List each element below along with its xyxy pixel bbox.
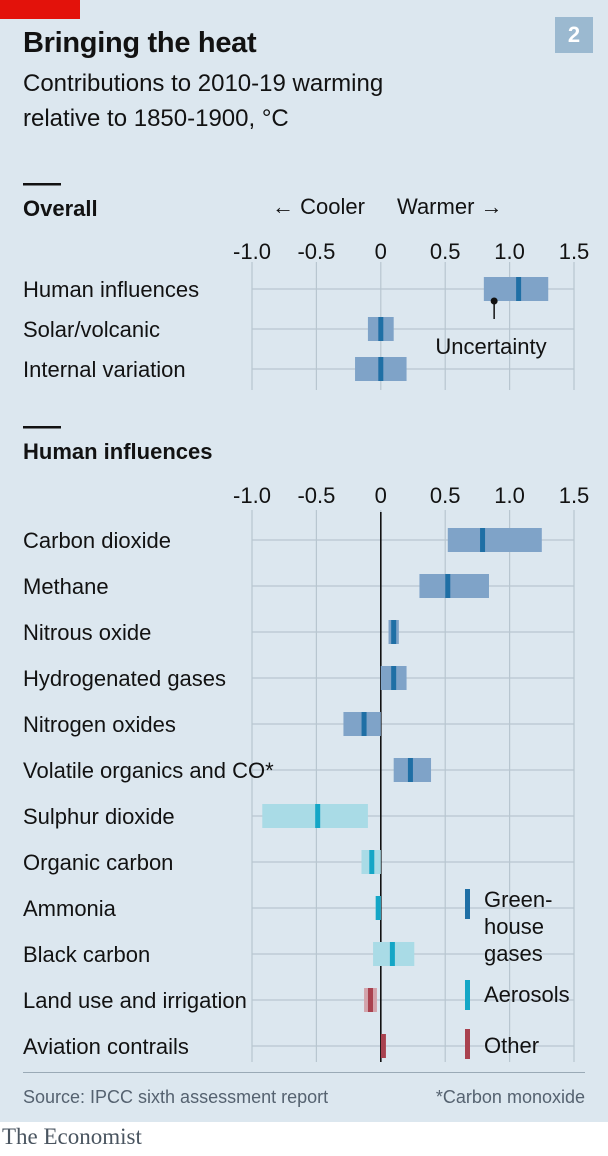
legend-other-label: Other (484, 1033, 539, 1058)
footer-strip (0, 1122, 608, 1156)
central-estimate-black-carbon (389, 942, 395, 966)
category-label-carbon-dioxide: Carbon dioxide (23, 528, 171, 553)
human-section-rule (23, 426, 61, 429)
human-tick-label-4: 1.0 (494, 483, 525, 508)
category-label-nitrous-oxide: Nitrous oxide (23, 620, 151, 645)
range-bar-carbon-dioxide (447, 528, 542, 552)
source-text: Source: IPCC sixth assessment report (23, 1087, 328, 1107)
central-estimate-internal-variation (378, 357, 384, 381)
footnote-text: *Carbon monoxide (436, 1087, 585, 1107)
human-tick-label-5: 1.5 (559, 483, 590, 508)
central-estimate-ammonia (375, 896, 381, 920)
human-section-label: Human influences (23, 439, 212, 464)
legend-ghg-line3: gases (484, 941, 543, 966)
range-bar-human-influences (483, 277, 549, 301)
central-estimate-volatile-organics-and-co (407, 758, 413, 782)
chart-subtitle-line2: relative to 1850-1900, °C (23, 105, 289, 132)
human-tick-label-1: -0.5 (297, 483, 335, 508)
central-estimate-human-influences (516, 277, 522, 301)
overall-section-rule (23, 183, 61, 186)
central-estimate-aviation-contrails (380, 1034, 386, 1058)
central-estimate-land-use-and-irrigation (367, 988, 373, 1012)
chart-title: Bringing the heat (23, 27, 257, 59)
legend-ghg-line2: house (484, 914, 544, 939)
category-label-land-use-and-irrigation: Land use and irrigation (23, 988, 247, 1013)
central-estimate-methane (445, 574, 451, 598)
warmer-label: Warmer → (397, 194, 503, 219)
overall-tick-label-2: 0 (375, 239, 387, 264)
chart-svg: Overall ← Cooler Warmer → -1.0 -0.5 0 0.5 1.… (23, 183, 589, 1107)
source-rule (23, 1072, 585, 1073)
brand-red-bar (0, 0, 80, 19)
overall-tick-label-1: -0.5 (297, 239, 335, 264)
legend-aerosols-label: Aerosols (484, 982, 570, 1007)
central-estimate-hydrogenated-gases (391, 666, 397, 690)
category-label-hydrogenated-gases: Hydrogenated gases (23, 666, 226, 691)
category-label-nitrogen-oxides: Nitrogen oxides (23, 712, 176, 737)
brand-wordmark: The Economist (2, 1124, 142, 1149)
human-plot: -1.0 -0.5 0 0.5 1.0 1.5 Carbon dioxide Methane N… (23, 483, 589, 1062)
category-label-human-influences: Human influences (23, 277, 199, 302)
chart-number-badge: 2 (555, 17, 593, 53)
category-label-aviation-contrails: Aviation contrails (23, 1034, 189, 1059)
central-estimate-carbon-dioxide (480, 528, 486, 552)
category-label-sulphur-dioxide: Sulphur dioxide (23, 804, 175, 829)
overall-tick-label-3: 0.5 (430, 239, 461, 264)
central-estimate-nitrous-oxide (391, 620, 397, 644)
central-estimate-nitrogen-oxides (361, 712, 367, 736)
category-label-internal-variation: Internal variation (23, 357, 186, 382)
category-label-volatile-organics-and-co: Volatile organics and CO* (23, 758, 274, 783)
chart-subtitle-line1: Contributions to 2010-19 warming (23, 70, 384, 97)
legend-aerosols-swatch (465, 980, 470, 1010)
overall-tick-label-4: 1.0 (494, 239, 525, 264)
cooler-label: ← Cooler (272, 194, 365, 219)
range-bar-methane (419, 574, 489, 598)
legend-ghg-line1: Green- (484, 887, 552, 912)
overall-section-label: Overall (23, 196, 98, 221)
central-estimate-sulphur-dioxide (315, 804, 321, 828)
human-tick-label-2: 0 (375, 483, 387, 508)
central-estimate-solar-volcanic (378, 317, 384, 341)
overall-plot: -1.0 -0.5 0 0.5 1.0 1.5 Human influences Solar/… (23, 239, 589, 390)
overall-tick-label-5: 1.5 (559, 239, 590, 264)
category-label-organic-carbon: Organic carbon (23, 850, 173, 875)
legend-ghg-swatch (465, 889, 470, 919)
overall-tick-label-0: -1.0 (233, 239, 271, 264)
chart-card (0, 0, 608, 1122)
human-tick-label-3: 0.5 (430, 483, 461, 508)
range-bar-sulphur-dioxide (262, 804, 368, 828)
central-estimate-organic-carbon (369, 850, 375, 874)
legend: Green- house gases Aerosols Other (465, 887, 570, 1059)
legend-other-swatch (465, 1029, 470, 1059)
category-label-ammonia: Ammonia (23, 896, 117, 921)
human-tick-label-0: -1.0 (233, 483, 271, 508)
category-label-solar-volcanic: Solar/volcanic (23, 317, 160, 342)
category-label-black-carbon: Black carbon (23, 942, 150, 967)
category-label-methane: Methane (23, 574, 109, 599)
uncertainty-label: Uncertainty (435, 334, 546, 359)
uncertainty-pointer-dot (490, 297, 498, 305)
